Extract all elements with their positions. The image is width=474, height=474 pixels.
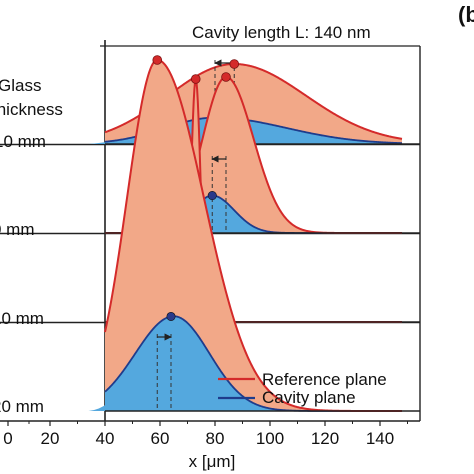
glass-thickness-label: 0 mm xyxy=(0,220,35,239)
reference-area xyxy=(105,77,402,233)
glass-label-line-1: Glass xyxy=(0,76,41,95)
cavity-area xyxy=(105,316,402,411)
legend-reference-label: Reference plane xyxy=(262,370,387,389)
x-tick-label: 40 xyxy=(96,429,115,448)
x-axis-label: x [μm] xyxy=(189,452,236,471)
glass-thickness-label: 20 mm xyxy=(0,397,44,416)
legend: Reference plane Cavity plane xyxy=(218,370,387,407)
reference-peak-marker xyxy=(152,55,163,65)
chart-header: Cavity length L: 140 nm xyxy=(192,23,371,42)
reference-peak-marker xyxy=(190,74,201,84)
x-tick-label: 100 xyxy=(256,429,284,448)
glass-label-line-2: thickness xyxy=(0,100,63,119)
panel-4: 20 mm xyxy=(0,55,420,416)
x-tick-label: 120 xyxy=(311,429,339,448)
x-tick-label: 140 xyxy=(366,429,394,448)
glass-thickness-label: 10 mm xyxy=(0,309,44,328)
cavity-peak-marker xyxy=(207,191,217,201)
x-tick-label: 80 xyxy=(206,429,225,448)
legend-cavity-label: Cavity plane xyxy=(262,388,356,407)
x-axis: 0 20 40 60 80 100 120 140 xyxy=(0,420,420,448)
reference-peak-marker xyxy=(229,59,240,69)
panels-group: 10 mm 0 mm 10 mm 20 mm xyxy=(0,40,421,421)
x-tick-label: 20 xyxy=(41,429,60,448)
reference-peak-marker xyxy=(221,72,231,82)
x-tick-label: 0 xyxy=(3,429,12,448)
cavity-peak-marker xyxy=(166,311,176,321)
x-tick-label: 60 xyxy=(151,429,170,448)
glass-thickness-label: 10 mm xyxy=(0,132,46,151)
panel-letter: (b xyxy=(458,2,474,27)
